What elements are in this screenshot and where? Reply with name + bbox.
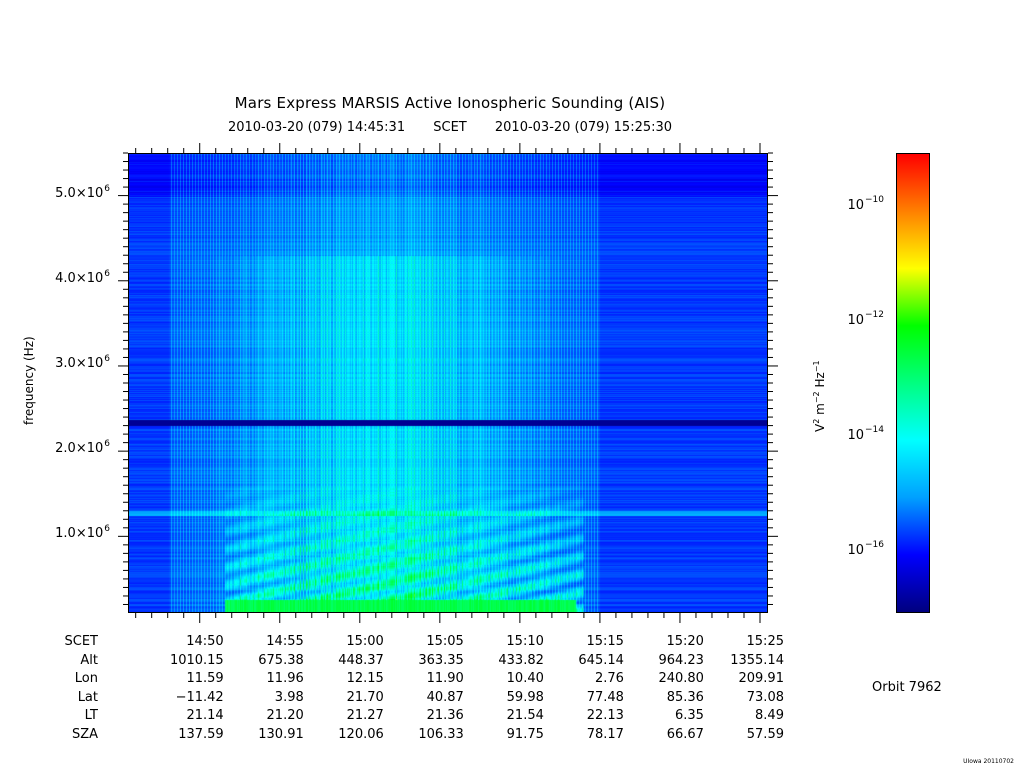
ephemeris-value: 21.54 (506, 708, 544, 724)
ephemeris-value: 130.91 (258, 727, 304, 742)
ephemeris-value: 78.17 (586, 727, 624, 742)
credit-stamp: UIowa 20110702 (963, 758, 1014, 765)
ephemeris-label: Lon (74, 671, 98, 687)
ephemeris-value: 240.80 (658, 671, 704, 687)
chart-title: Mars Express MARSIS Active Ionospheric S… (234, 94, 666, 112)
ephemeris-value: 137.59 (178, 727, 224, 742)
ephemeris-value: 12.15 (346, 671, 384, 687)
ephemeris-value: 59.98 (506, 689, 544, 705)
ephemeris-value: 40.87 (426, 689, 464, 705)
ephemeris-value: 363.35 (418, 652, 464, 668)
ephemeris-value: 11.96 (266, 671, 304, 687)
scet-label: SCET (433, 120, 467, 135)
ephemeris-label: SZA (71, 727, 98, 742)
ephemeris-label: Alt (80, 652, 98, 668)
end-time: 2010-03-20 (079) 15:25:30 (494, 120, 673, 135)
colorbar-tick-label: 10−16 (847, 539, 884, 558)
ephemeris-value: 209.91 (738, 671, 784, 687)
ephemeris-label: LT (84, 708, 98, 724)
ephemeris-value: 11.90 (426, 671, 464, 687)
ephemeris-value: 15:20 (666, 634, 704, 649)
ephemeris-value: 2.76 (594, 671, 624, 687)
orbit-number: Orbit 7962 (872, 680, 942, 695)
ephemeris-value: 433.82 (498, 652, 544, 668)
ephemeris-value: 8.49 (755, 708, 784, 724)
ephemeris-value: 73.08 (746, 689, 784, 705)
y-tick-label: 4.0×106 (55, 268, 110, 286)
ephemeris-value: 91.75 (506, 727, 544, 742)
colorbar-label: V2 m−2 Hz−1 (812, 360, 827, 432)
ephemeris-value: 6.35 (675, 708, 704, 724)
ephemeris-label: SCET (64, 634, 98, 649)
y-tick-label: 5.0×106 (55, 183, 110, 201)
ephemeris-value: 15:00 (346, 634, 384, 649)
ephemeris-value: 645.14 (578, 652, 624, 668)
colorbar-tick-label: 10−10 (847, 194, 884, 213)
y-tick-label: 2.0×106 (55, 439, 110, 457)
ephemeris-value: −11.42 (175, 689, 224, 705)
y-tick-label: 3.0×106 (55, 353, 110, 371)
colorbar-tick-label: 10−14 (847, 424, 884, 443)
ephemeris-value: 66.67 (666, 727, 704, 742)
spectrogram-heatmap (129, 154, 767, 612)
ephemeris-value: 15:05 (426, 634, 464, 649)
y-axis-label: frequency (Hz) (22, 336, 36, 425)
ephemeris-value: 15:25 (746, 634, 784, 649)
ephemeris-value: 106.33 (418, 727, 464, 742)
ephemeris-value: 10.40 (506, 671, 544, 687)
ephemeris-value: 964.23 (658, 652, 704, 668)
y-tick-label: 1.0×106 (55, 524, 110, 542)
ephemeris-value: 1355.14 (730, 652, 784, 668)
ephemeris-value: 21.36 (426, 708, 464, 724)
ephemeris-label: Lat (77, 689, 98, 705)
ephemeris-value: 1010.15 (169, 652, 224, 668)
start-time: 2010-03-20 (079) 14:45:31 (227, 120, 406, 135)
colorbar-tick-label: 10−12 (847, 309, 884, 328)
ephemeris-value: 14:50 (186, 634, 224, 649)
time-range: 2010-03-20 (079) 14:45:31 SCET 2010-03-2… (0, 120, 900, 135)
ephemeris-value: 15:15 (586, 634, 624, 649)
ephemeris-value: 77.48 (586, 689, 624, 705)
ephemeris-value: 21.27 (346, 708, 384, 724)
ephemeris-value: 448.37 (338, 652, 384, 668)
ephemeris-value: 675.38 (258, 652, 304, 668)
colorbar (896, 153, 930, 613)
ephemeris-value: 21.20 (266, 708, 304, 724)
ephemeris-value: 14:55 (266, 634, 304, 649)
spectrogram-plot (128, 153, 768, 613)
ephemeris-value: 3.98 (274, 689, 304, 705)
ephemeris-value: 85.36 (666, 689, 704, 705)
ephemeris-value: 15:10 (506, 634, 544, 649)
ephemeris-value: 21.70 (346, 689, 384, 705)
ephemeris-value: 120.06 (338, 727, 384, 742)
ephemeris-value: 57.59 (746, 727, 784, 742)
ephemeris-value: 11.59 (186, 671, 224, 687)
ephemeris-value: 22.13 (586, 708, 624, 724)
ephemeris-value: 21.14 (186, 708, 224, 724)
